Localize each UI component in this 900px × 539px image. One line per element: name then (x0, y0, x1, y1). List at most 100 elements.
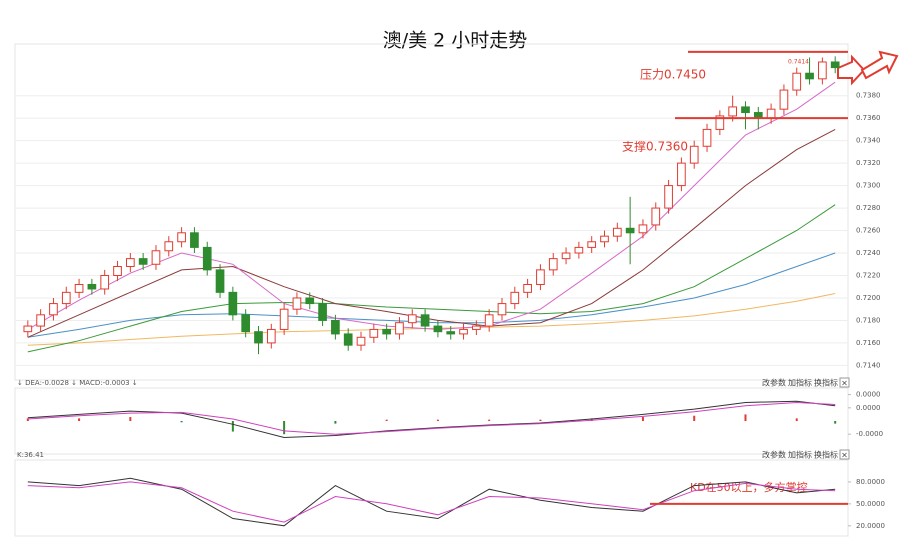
candle-body (305, 297, 315, 305)
candle-body (343, 333, 353, 346)
candle-body (702, 128, 712, 147)
candle-body (61, 291, 71, 305)
candle-body (612, 227, 622, 237)
candle-body (625, 227, 635, 234)
candle-body (779, 89, 789, 110)
y-tick-label: 0.7260 (856, 227, 881, 235)
indicator-line (27, 204, 836, 353)
candle-body (484, 314, 494, 327)
candle-body (561, 252, 571, 260)
candle-body (830, 61, 840, 69)
candle-body (689, 145, 699, 164)
peak-label: 0.7414 (788, 59, 809, 66)
main-frame (14, 43, 849, 381)
candle-body (36, 314, 45, 327)
candle-body (215, 269, 225, 293)
candle-body (138, 258, 148, 265)
indicator-line (27, 481, 836, 523)
y-tick-label: 0.7140 (856, 361, 881, 369)
y-tick-label: 0.7380 (856, 92, 881, 100)
y-tick-label: -0.0000 (856, 430, 883, 438)
y-tick-label: 0.7300 (856, 182, 881, 190)
candle-body (164, 241, 174, 252)
panel-button: 改参数 (762, 378, 786, 388)
candle-body (587, 241, 597, 248)
candle-body (651, 207, 661, 226)
candle-body (548, 258, 558, 271)
candle-body (202, 246, 212, 271)
candle-body (459, 328, 468, 335)
candle-body (818, 61, 827, 80)
panel-button: 换指标 (814, 378, 838, 388)
candle-body (523, 283, 532, 293)
candle-body (100, 274, 110, 290)
candle-body (792, 72, 802, 91)
candle-body (510, 291, 520, 305)
candle-body (677, 162, 686, 187)
candle-body (125, 258, 135, 268)
y-tick-label: 0.7320 (856, 159, 881, 167)
arrow-up-right (860, 50, 899, 80)
candle-body (395, 322, 404, 335)
candle-body (664, 185, 673, 209)
candle-body (318, 303, 327, 321)
candle-body (497, 303, 507, 316)
panel-button: 换指标 (814, 450, 838, 460)
candle-body (715, 115, 725, 130)
close-button: × (841, 451, 848, 460)
panel-button: 加指标 (788, 378, 812, 388)
indicator-line (27, 401, 836, 435)
kd-frame (14, 459, 849, 537)
macd-frame (14, 387, 849, 455)
candle-body (369, 328, 379, 338)
y-tick-label: 20.0000 (856, 522, 885, 530)
panel-header: ↓ DEA:-0.0028 ↓ MACD:-0.0003 ↓ (17, 379, 138, 387)
candle-body (190, 232, 199, 248)
y-tick-label: 0.7280 (856, 204, 881, 212)
y-tick-label: 0.7200 (856, 294, 881, 302)
support-label: 支撑0.7360 (622, 139, 688, 154)
page-title: 澳/美 2 小时走势 (383, 30, 528, 52)
panel-button: 改参数 (762, 450, 786, 460)
candle-body (420, 314, 430, 327)
panel-header: K:36.41 (17, 451, 44, 459)
candle-body (433, 325, 443, 333)
candle-body (23, 325, 33, 333)
y-tick-label: 0.7180 (856, 316, 881, 324)
candle-body (254, 331, 263, 344)
candle-body (279, 308, 289, 330)
indicator-line (27, 128, 836, 338)
candle-body (382, 328, 391, 335)
candle-body (49, 303, 58, 316)
candle-body (228, 291, 238, 316)
candle-body (331, 319, 340, 335)
candle-body (574, 246, 584, 254)
candle-body (446, 331, 456, 335)
candle-body (741, 106, 750, 114)
candle-body (241, 314, 251, 333)
candle-body (151, 250, 161, 265)
candle-body (113, 266, 122, 276)
close-box (839, 377, 850, 388)
y-tick-label: 50.0000 (856, 500, 885, 508)
candle-body (292, 297, 302, 310)
candle-body (638, 224, 648, 234)
candle-body (766, 108, 776, 119)
candle-body (472, 325, 481, 330)
candle-body (266, 328, 276, 344)
y-tick-label: 0.0000 (856, 391, 881, 399)
y-tick-label: 0.7220 (856, 271, 881, 279)
candle-body (177, 232, 186, 243)
arrow-right (837, 54, 866, 86)
candle-body (87, 283, 97, 290)
close-button: × (841, 379, 848, 388)
candle-body (536, 269, 545, 285)
candle-body (805, 72, 814, 80)
candle-body (728, 106, 738, 117)
close-box (839, 449, 850, 460)
y-tick-label: 0.0000 (856, 404, 881, 412)
candle-body (356, 336, 366, 346)
y-tick-label: 0.7160 (856, 339, 881, 347)
